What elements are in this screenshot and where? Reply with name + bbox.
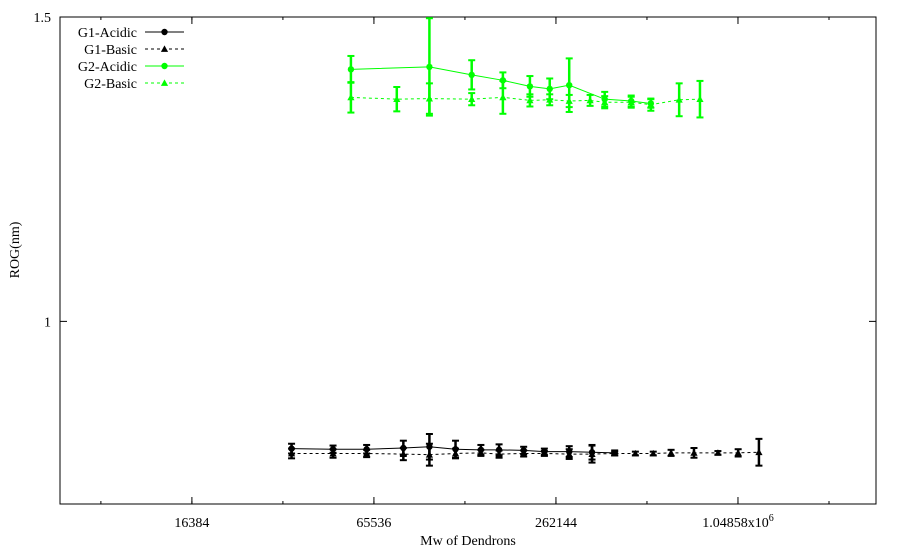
data-point [667, 449, 675, 456]
legend-label: G1-Basic [84, 43, 137, 58]
series-g2-basic [347, 79, 704, 119]
x-tick-label: 262144 [535, 516, 577, 531]
data-point [696, 95, 704, 103]
data-point [647, 101, 655, 108]
series-line [350, 96, 700, 106]
data-point [363, 449, 371, 457]
data-point [714, 449, 722, 456]
series-line [291, 451, 759, 456]
data-point [540, 449, 548, 457]
data-point [546, 85, 553, 93]
data-point [755, 448, 763, 456]
data-point [520, 449, 528, 457]
data-point [287, 449, 296, 457]
legend-swatch-marker [160, 79, 169, 86]
y-tick-label: 1.5 [34, 11, 52, 26]
data-point [690, 449, 698, 456]
data-point [495, 450, 503, 457]
data-point [468, 71, 475, 79]
x-tick-label-exponent: 6 [769, 513, 774, 524]
legend-label: G2-Acidic [78, 60, 137, 75]
data-point [566, 81, 573, 89]
legend-label: G2-Basic [84, 77, 137, 92]
series-layer [287, 17, 763, 467]
data-point [601, 98, 609, 106]
data-point [468, 95, 476, 103]
data-point [425, 451, 434, 458]
x-tick-label: 16384 [174, 516, 209, 531]
data-point [565, 450, 573, 457]
series-g1-basic [287, 437, 763, 467]
y-tick-label: 1 [44, 315, 51, 330]
data-point [586, 96, 594, 104]
x-axis-label: Mw of Dendrons [420, 534, 516, 549]
legend-swatch-marker [161, 62, 168, 70]
data-point [477, 449, 485, 456]
data-point [499, 93, 507, 101]
data-point [526, 83, 534, 90]
data-point [734, 449, 742, 456]
data-point [426, 63, 433, 71]
data-point [329, 449, 337, 457]
y-axis-label: ROG(nm) [8, 221, 23, 278]
series-g2-acidic [347, 17, 655, 117]
data-point [425, 94, 434, 102]
data-point [627, 98, 635, 106]
plot-frame [59, 16, 877, 505]
axes: 16384 65536 262144 1.04858x106 1 1.5 [34, 11, 876, 531]
legend-label: G1-Acidic [78, 26, 137, 41]
data-point [611, 449, 619, 457]
data-point [588, 450, 596, 457]
data-point [675, 96, 683, 103]
x-tick-label: 1.04858x106 [702, 513, 774, 531]
data-point [565, 97, 573, 104]
data-point [526, 96, 534, 104]
data-point [451, 449, 460, 457]
data-point [631, 449, 639, 457]
data-point [649, 449, 657, 457]
data-point [399, 450, 407, 457]
legend-swatch-marker [161, 28, 168, 36]
data-point [393, 95, 401, 103]
legend-swatch-marker [160, 45, 169, 52]
data-point [347, 93, 355, 101]
x-tick-label: 65536 [356, 516, 391, 531]
data-point [347, 66, 355, 73]
legend: G1-Acidic G1-Basic G2-Acidic G2-Basic [78, 26, 184, 92]
series-line [350, 66, 651, 104]
data-point [546, 96, 554, 103]
